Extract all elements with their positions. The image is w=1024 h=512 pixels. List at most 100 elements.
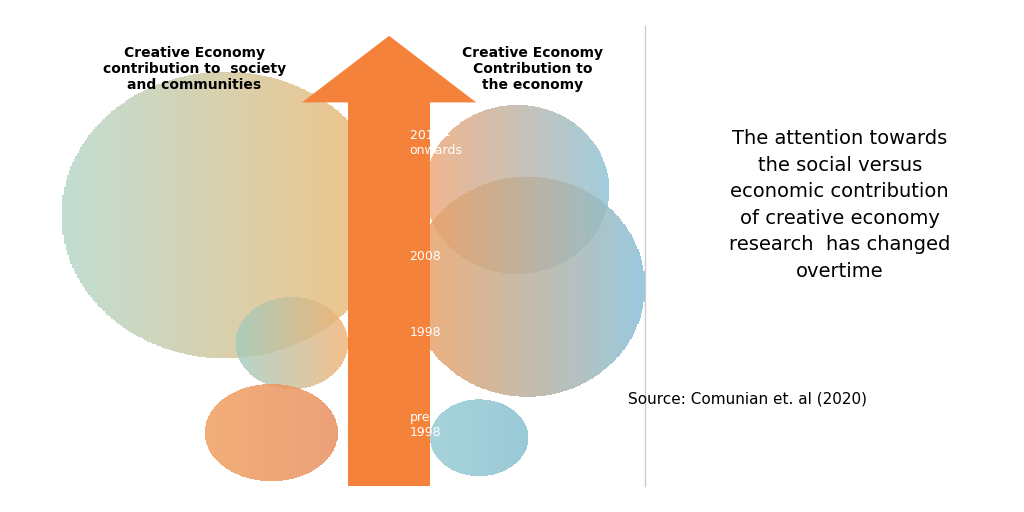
Bar xyxy=(568,184,569,390)
Bar xyxy=(608,207,609,367)
Bar xyxy=(454,200,455,373)
Bar xyxy=(267,77,268,353)
Bar xyxy=(570,184,571,389)
Bar xyxy=(521,177,522,397)
Bar xyxy=(487,183,489,391)
Bar xyxy=(317,97,319,333)
Bar xyxy=(385,186,387,244)
Bar xyxy=(627,229,628,345)
Bar xyxy=(129,98,131,332)
Bar xyxy=(587,192,588,381)
Bar xyxy=(588,193,589,381)
Bar xyxy=(500,180,501,394)
Bar xyxy=(549,179,550,395)
Bar xyxy=(571,185,572,389)
Bar xyxy=(495,181,497,393)
Bar xyxy=(525,177,526,397)
Bar xyxy=(194,74,195,356)
Bar xyxy=(579,188,580,386)
Bar xyxy=(265,76,267,354)
Bar xyxy=(444,208,445,366)
Bar xyxy=(603,203,604,370)
Bar xyxy=(297,87,298,344)
Bar xyxy=(609,208,610,366)
Bar xyxy=(497,180,498,393)
Bar xyxy=(459,197,460,376)
Bar xyxy=(346,119,347,311)
Bar xyxy=(523,177,524,397)
Bar xyxy=(292,84,293,346)
Bar xyxy=(577,187,578,387)
Bar xyxy=(529,177,530,397)
Bar xyxy=(460,196,461,377)
Bar xyxy=(531,177,532,397)
Bar xyxy=(471,189,473,384)
Bar xyxy=(207,73,208,357)
Bar xyxy=(614,212,615,361)
Bar xyxy=(197,74,199,356)
Bar xyxy=(538,177,539,396)
Bar xyxy=(618,218,620,356)
Bar xyxy=(154,86,156,345)
Bar xyxy=(92,131,93,299)
Bar xyxy=(141,92,142,338)
Bar xyxy=(251,74,252,356)
Bar xyxy=(445,207,446,367)
Bar xyxy=(342,116,344,314)
Bar xyxy=(142,91,144,339)
Bar xyxy=(485,184,486,390)
Bar xyxy=(360,135,362,295)
Bar xyxy=(416,249,417,324)
Bar xyxy=(218,72,219,358)
Bar xyxy=(547,178,548,395)
Bar xyxy=(284,81,285,349)
Bar xyxy=(123,102,125,328)
Bar xyxy=(167,81,169,349)
Bar xyxy=(158,84,159,346)
Bar xyxy=(440,211,442,362)
Bar xyxy=(580,188,581,385)
Text: 2018 -
onwards: 2018 - onwards xyxy=(410,130,463,157)
Bar xyxy=(371,150,372,281)
Bar xyxy=(336,110,338,320)
Bar xyxy=(509,178,510,396)
Bar xyxy=(76,156,77,274)
Bar xyxy=(226,72,227,358)
Bar xyxy=(273,78,275,352)
Bar xyxy=(582,189,584,384)
Bar xyxy=(427,229,428,345)
Bar xyxy=(591,194,592,379)
Bar xyxy=(98,123,100,307)
Bar xyxy=(634,241,635,332)
Bar xyxy=(151,87,153,343)
Bar xyxy=(443,209,444,364)
Bar xyxy=(636,246,638,327)
Bar xyxy=(344,117,346,313)
Bar xyxy=(339,113,341,317)
Bar xyxy=(369,147,371,283)
Bar xyxy=(144,90,145,340)
Bar xyxy=(482,185,483,389)
Bar xyxy=(379,166,380,264)
Bar xyxy=(451,203,452,370)
Bar xyxy=(565,183,567,391)
Bar xyxy=(216,72,218,358)
Bar xyxy=(69,170,71,260)
Bar xyxy=(125,101,126,329)
Bar xyxy=(170,80,172,350)
Bar xyxy=(438,214,439,359)
Bar xyxy=(103,119,104,311)
Bar xyxy=(298,87,300,343)
Bar xyxy=(358,133,360,297)
Bar xyxy=(552,179,553,394)
Bar xyxy=(366,142,367,288)
Bar xyxy=(311,94,313,336)
Bar xyxy=(319,98,322,332)
Bar xyxy=(137,94,139,336)
Bar xyxy=(161,83,162,347)
Bar xyxy=(431,222,432,351)
Bar xyxy=(121,104,123,326)
Bar xyxy=(183,76,185,354)
Bar xyxy=(240,72,241,358)
Bar xyxy=(330,105,331,325)
